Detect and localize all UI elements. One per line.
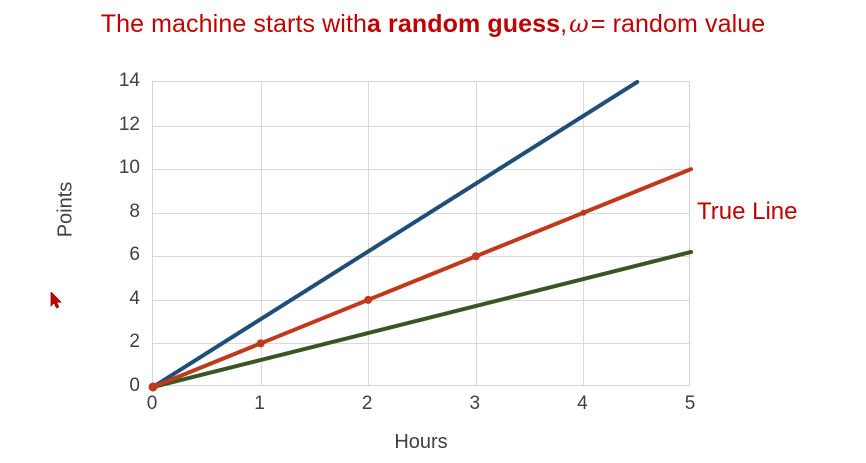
y-tick-0: 0 [129, 375, 140, 396]
y-tick-2: 2 [129, 331, 140, 353]
true-line-annotation: True Line [697, 198, 798, 225]
mouse-pointer-icon [50, 292, 62, 309]
y-tick-6: 6 [129, 244, 140, 266]
y-tick-4: 4 [129, 287, 140, 309]
title-part-4: = random value [590, 9, 766, 38]
gridline-h-4 [153, 299, 689, 301]
title-part-1: The machine starts with [100, 9, 367, 38]
data-point-true-4 [580, 209, 587, 216]
gridline-h-8 [153, 212, 689, 214]
slide-title: The machine starts with a random guess, … [0, 0, 866, 48]
title-part-comma: , [560, 9, 568, 38]
x-tick-5: 5 [684, 393, 696, 414]
x-tick-2: 2 [361, 393, 373, 414]
series-line-lower-guess [151, 250, 693, 389]
gridline-h-10 [153, 169, 689, 171]
omega-symbol: ω [569, 10, 589, 38]
x-tick-4: 4 [577, 393, 588, 414]
gridline-h-12 [153, 125, 689, 127]
gridline-v-2 [368, 82, 370, 385]
series-canvas [148, 80, 693, 392]
x-tick-1: 1 [254, 393, 265, 414]
data-point-true-2 [364, 295, 373, 304]
y-tick-10: 10 [118, 157, 140, 179]
x-axis-title: Hours [394, 431, 448, 453]
data-point-true-3 [471, 252, 480, 261]
series-line-machine-guess [151, 80, 640, 389]
gridline-v-3 [475, 82, 477, 385]
series-line-true-line [151, 167, 693, 389]
y-tick-14: 14 [118, 70, 140, 91]
x-axis-ticks: 0 1 2 3 4 5 [147, 393, 696, 421]
gridline-h-2 [153, 343, 689, 345]
y-axis-ticks: 0 2 4 6 8 10 12 14 [92, 70, 140, 396]
title-part-bold: a random guess [367, 9, 561, 38]
data-point-true-0 [148, 382, 158, 392]
y-tick-12: 12 [118, 113, 140, 135]
y-tick-8: 8 [129, 200, 140, 222]
gridline-v-1 [260, 82, 262, 385]
line-chart: Points 0 2 4 6 8 10 12 14 [0, 48, 866, 463]
x-tick-3: 3 [469, 393, 481, 414]
y-axis-title: Points [54, 181, 77, 238]
data-point-true-1 [256, 339, 265, 348]
x-tick-0: 0 [146, 393, 158, 414]
gridline-v-4 [583, 82, 585, 385]
plot-area [148, 80, 693, 392]
gridline-h-6 [153, 256, 689, 258]
